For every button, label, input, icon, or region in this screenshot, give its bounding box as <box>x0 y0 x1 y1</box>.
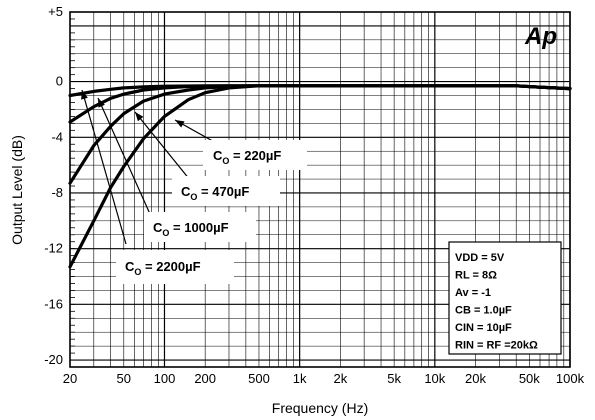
condition-line: Av = -1 <box>455 287 491 299</box>
annotation-label-bg <box>116 250 234 284</box>
conditions-box-frame <box>448 241 562 355</box>
x-tick-label: 1k <box>293 371 307 386</box>
y-tick-label: 0 <box>56 74 63 89</box>
condition-line: CIN = 10µF <box>455 322 512 334</box>
x-tick-label: 20 <box>63 371 77 386</box>
annotation-arrowhead <box>175 120 185 128</box>
series-line-2 <box>68 84 572 185</box>
x-tick-label: 2k <box>333 371 347 386</box>
y-tick-label: -20 <box>44 352 63 367</box>
series-line-4 <box>68 84 572 98</box>
x-tick-label: 20k <box>465 371 486 386</box>
annotation-arrowhead <box>81 90 88 100</box>
y-tick-label: +5 <box>48 4 63 19</box>
x-tick-label: 500 <box>248 371 270 386</box>
series-label: CO = 1000µF <box>153 220 229 238</box>
x-tick-label: 200 <box>194 371 216 386</box>
y-tick-label: -16 <box>44 296 63 311</box>
series-line-3 <box>68 84 572 124</box>
y-tick-label: -4 <box>51 129 63 144</box>
annotation-arrowhead <box>135 112 144 122</box>
annotation-arrowhead <box>98 98 105 108</box>
series-label: CO = 2200µF <box>125 259 201 277</box>
x-tick-label: 5k <box>387 371 401 386</box>
annotation-label-bg <box>144 212 256 242</box>
series-label: CO = 470µF <box>181 184 249 202</box>
annotation-leader-line <box>97 97 151 215</box>
x-tick-labels: 20 50 100 200 500 1k 2k 5k 10k 20k 50k 100k <box>63 371 585 386</box>
condition-line: RIN = RF =20kΩ <box>455 340 538 352</box>
y-tick-label: -12 <box>44 241 63 256</box>
y-axis-title: Output Level (dB) <box>9 135 25 245</box>
series-label: CO = 220µF <box>213 148 281 166</box>
annotation-leader-line <box>81 89 127 245</box>
x-tick-label: 10k <box>424 371 445 386</box>
x-tick-label: 50 <box>117 371 131 386</box>
logo-text: Ap <box>524 23 557 50</box>
x-tick-label: 100 <box>154 371 176 386</box>
annotation-leader-line <box>134 111 191 181</box>
annotation-label-bg <box>203 140 307 170</box>
condition-line: RL = 8Ω <box>455 270 497 282</box>
condition-line: VDD = 5V <box>455 252 505 264</box>
x-tick-label: 100k <box>556 371 585 386</box>
x-tick-label: 50k <box>519 371 540 386</box>
x-axis-title: Frequency (Hz) <box>272 400 368 416</box>
test-conditions-box: VDD = 5V RL = 8Ω Av = -1 CB = 1.0µF CIN = 10… <box>448 241 562 355</box>
plot-frame <box>69 11 571 368</box>
annotation-label-bg <box>172 176 280 206</box>
y-tick-labels: +5 0 -4 -8 -12 -16 -20 <box>44 4 63 367</box>
annotation-layer: CO = 220µF CO = 470µF CO = 1000µF CO = 2200… <box>81 89 307 284</box>
series-layer <box>68 84 572 269</box>
condition-line: CB = 1.0µF <box>455 305 512 317</box>
y-tick-label: -8 <box>51 185 63 200</box>
